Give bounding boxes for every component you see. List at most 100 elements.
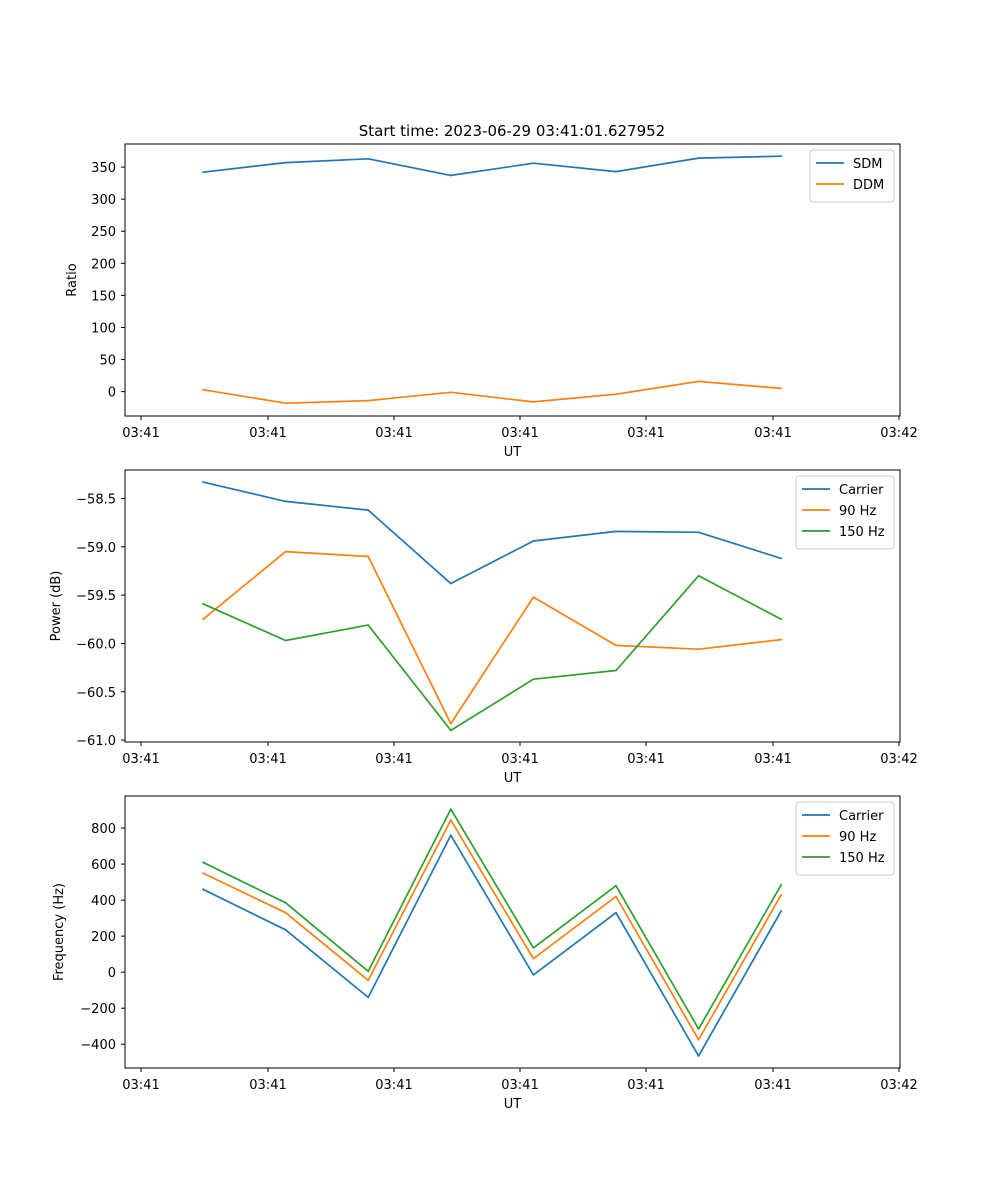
data-point (780, 618, 783, 621)
chart-panel-2: 03:41 03:41 03:41 03:41 03:41 03:41 03:42 UT −61… (49, 469, 918, 786)
data-point (615, 170, 617, 173)
legend: Carrier 90 Hz 150 Hz (795, 801, 895, 876)
data-point (367, 624, 370, 626)
data-point (449, 808, 452, 811)
data-point (780, 910, 783, 912)
x-tick-label: 03:41 (375, 752, 412, 767)
data-point (532, 540, 535, 542)
data-point (284, 500, 287, 503)
y-tick-label: −60.5 (76, 686, 116, 701)
data-point (367, 979, 370, 982)
data-point (202, 481, 204, 483)
data-point (780, 387, 783, 390)
data-point (780, 638, 783, 641)
data-point (532, 957, 535, 960)
data-point (202, 618, 204, 621)
y-tick-label: 200 (91, 930, 116, 945)
y-tick-label: −60.0 (76, 637, 116, 652)
data-point (449, 722, 452, 725)
data-point (532, 596, 535, 598)
y-tick-label: 800 (91, 822, 116, 837)
data-point (615, 393, 617, 396)
plot-area (124, 469, 901, 743)
x-tick-label: 03:42 (880, 752, 917, 767)
y-axis-label: Power (dB) (49, 571, 64, 642)
data-point (697, 157, 700, 160)
chart-panels: 03:41 03:41 03:41 03:41 03:41 03:41 03:42 UT 0 50… (49, 143, 918, 1112)
y-tick-label: 250 (91, 225, 116, 240)
data-point (532, 400, 535, 403)
series-line (202, 834, 782, 1057)
x-tick-label: 03:41 (249, 1078, 286, 1093)
x-tick-label: 03:41 (501, 426, 538, 441)
legend-label: DDM (853, 178, 884, 193)
x-tick-label: 03:41 (249, 752, 286, 767)
series-line (202, 819, 782, 1041)
x-tick-label: 03:41 (754, 752, 791, 767)
data-point (202, 872, 204, 874)
series-line (202, 155, 782, 177)
data-point (284, 901, 287, 904)
x-tick-label: 03:41 (501, 752, 538, 767)
series-line (202, 574, 782, 732)
data-point (449, 582, 452, 585)
legend: Carrier 90 Hz 150 Hz (795, 475, 895, 550)
y-tick-label: 150 (91, 289, 116, 304)
data-point (367, 157, 370, 160)
x-tick-label: 03:41 (501, 1078, 538, 1093)
data-point (367, 399, 370, 402)
legend-label: Carrier (839, 483, 884, 498)
data-point (615, 669, 617, 672)
data-point (449, 391, 452, 394)
legend-label: 90 Hz (839, 830, 876, 845)
data-point (697, 1055, 700, 1057)
data-point (284, 402, 287, 405)
y-tick-label: −59.0 (76, 541, 116, 556)
data-point (780, 155, 783, 158)
x-tick-label: 03:41 (375, 1078, 412, 1093)
y-axis-label: Frequency (Hz) (52, 883, 67, 981)
data-point (780, 883, 783, 886)
data-point (697, 648, 700, 651)
y-tick-label: 0 (108, 386, 116, 401)
chart-panel-3: 03:41 03:41 03:41 03:41 03:41 03:41 03:42 UT −40… (52, 795, 918, 1112)
data-point (284, 911, 287, 914)
data-point (532, 946, 535, 949)
data-point (615, 644, 617, 647)
chart-panel-1: 03:41 03:41 03:41 03:41 03:41 03:41 03:42 UT 0 50… (65, 143, 918, 460)
data-point (284, 639, 287, 642)
data-point (202, 388, 204, 391)
x-tick-label: 03:41 (754, 426, 791, 441)
data-point (532, 973, 535, 976)
x-tick-label: 03:41 (375, 426, 412, 441)
data-point (780, 893, 783, 896)
x-tick-label: 03:41 (627, 426, 664, 441)
data-point (532, 678, 535, 681)
y-tick-label: 400 (91, 894, 116, 909)
data-point (367, 555, 370, 558)
series-line (202, 380, 782, 405)
plot-area (124, 795, 901, 1069)
series-line (202, 481, 782, 585)
data-point (202, 888, 204, 891)
x-tick-label: 03:41 (627, 1078, 664, 1093)
y-tick-label: −58.5 (76, 493, 116, 508)
data-point (367, 970, 370, 973)
data-point (449, 729, 452, 732)
data-point (202, 602, 204, 605)
data-point (202, 861, 204, 864)
data-point (449, 834, 452, 837)
y-tick-label: −400 (80, 1038, 116, 1053)
data-point (615, 895, 617, 898)
data-point (284, 161, 287, 164)
x-tick-label: 03:41 (754, 1078, 791, 1093)
x-tick-label: 03:42 (880, 1078, 917, 1093)
data-point (697, 380, 700, 383)
x-tick-label: 03:42 (880, 426, 917, 441)
data-point (367, 996, 370, 999)
data-point (202, 171, 204, 174)
x-axis-label: UT (504, 771, 522, 786)
data-point (697, 531, 700, 534)
legend-label: 150 Hz (839, 525, 885, 540)
